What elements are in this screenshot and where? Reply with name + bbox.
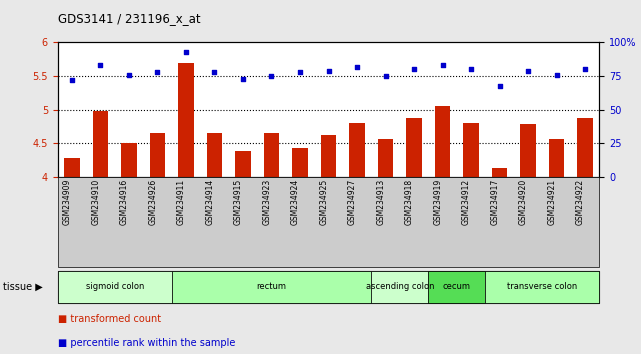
Point	[494, 83, 504, 88]
Text: GSM234911: GSM234911	[177, 179, 186, 225]
Bar	[435, 106, 451, 177]
Text: sigmoid colon: sigmoid colon	[85, 282, 144, 291]
Text: GDS3141 / 231196_x_at: GDS3141 / 231196_x_at	[58, 12, 201, 25]
Bar	[235, 152, 251, 177]
Text: GSM234914: GSM234914	[206, 179, 215, 225]
Text: GSM234912: GSM234912	[462, 179, 471, 225]
Text: GSM234915: GSM234915	[234, 179, 243, 225]
Point	[352, 64, 362, 69]
Text: GSM234910: GSM234910	[92, 179, 101, 225]
Bar	[378, 139, 394, 177]
Text: ■ transformed count: ■ transformed count	[58, 314, 161, 324]
Bar	[92, 111, 108, 177]
Bar	[206, 133, 222, 177]
Bar	[406, 118, 422, 177]
Bar	[263, 133, 279, 177]
Point	[551, 72, 562, 78]
Point	[181, 49, 191, 55]
Text: transverse colon: transverse colon	[507, 282, 578, 291]
Text: cecum: cecum	[443, 282, 470, 291]
Text: GSM234923: GSM234923	[263, 179, 272, 225]
Text: GSM234925: GSM234925	[319, 179, 329, 225]
Bar	[121, 143, 137, 177]
Point	[96, 63, 106, 68]
Point	[153, 69, 163, 75]
Bar	[549, 139, 565, 177]
Text: GSM234919: GSM234919	[433, 179, 442, 225]
Text: ■ percentile rank within the sample: ■ percentile rank within the sample	[58, 338, 235, 348]
Point	[409, 67, 419, 72]
Text: GSM234920: GSM234920	[519, 179, 528, 225]
Point	[380, 73, 390, 79]
Text: GSM234922: GSM234922	[576, 179, 585, 225]
Text: GSM234926: GSM234926	[149, 179, 158, 225]
Text: GSM234913: GSM234913	[376, 179, 385, 225]
Bar	[320, 135, 337, 177]
Bar	[520, 124, 536, 177]
Bar	[463, 122, 479, 177]
Text: ascending colon: ascending colon	[365, 282, 434, 291]
Point	[67, 77, 77, 83]
Bar	[292, 148, 308, 177]
Point	[210, 69, 220, 75]
Bar	[578, 118, 593, 177]
Point	[523, 68, 533, 74]
Text: GSM234916: GSM234916	[120, 179, 129, 225]
Text: tissue ▶: tissue ▶	[3, 282, 43, 292]
Point	[323, 68, 333, 74]
Text: GSM234909: GSM234909	[63, 179, 72, 225]
Point	[295, 69, 305, 75]
Bar	[149, 133, 165, 177]
Point	[466, 67, 476, 72]
Bar	[64, 158, 79, 177]
Text: GSM234918: GSM234918	[405, 179, 414, 225]
Bar	[178, 63, 194, 177]
Text: GSM234927: GSM234927	[348, 179, 357, 225]
Bar	[349, 122, 365, 177]
Point	[437, 63, 447, 68]
Point	[580, 67, 590, 72]
Text: GSM234921: GSM234921	[547, 179, 556, 225]
Text: GSM234924: GSM234924	[291, 179, 300, 225]
Bar	[492, 168, 508, 177]
Point	[267, 73, 277, 79]
Text: rectum: rectum	[256, 282, 287, 291]
Point	[238, 76, 248, 82]
Text: GSM234917: GSM234917	[490, 179, 499, 225]
Point	[124, 72, 134, 78]
